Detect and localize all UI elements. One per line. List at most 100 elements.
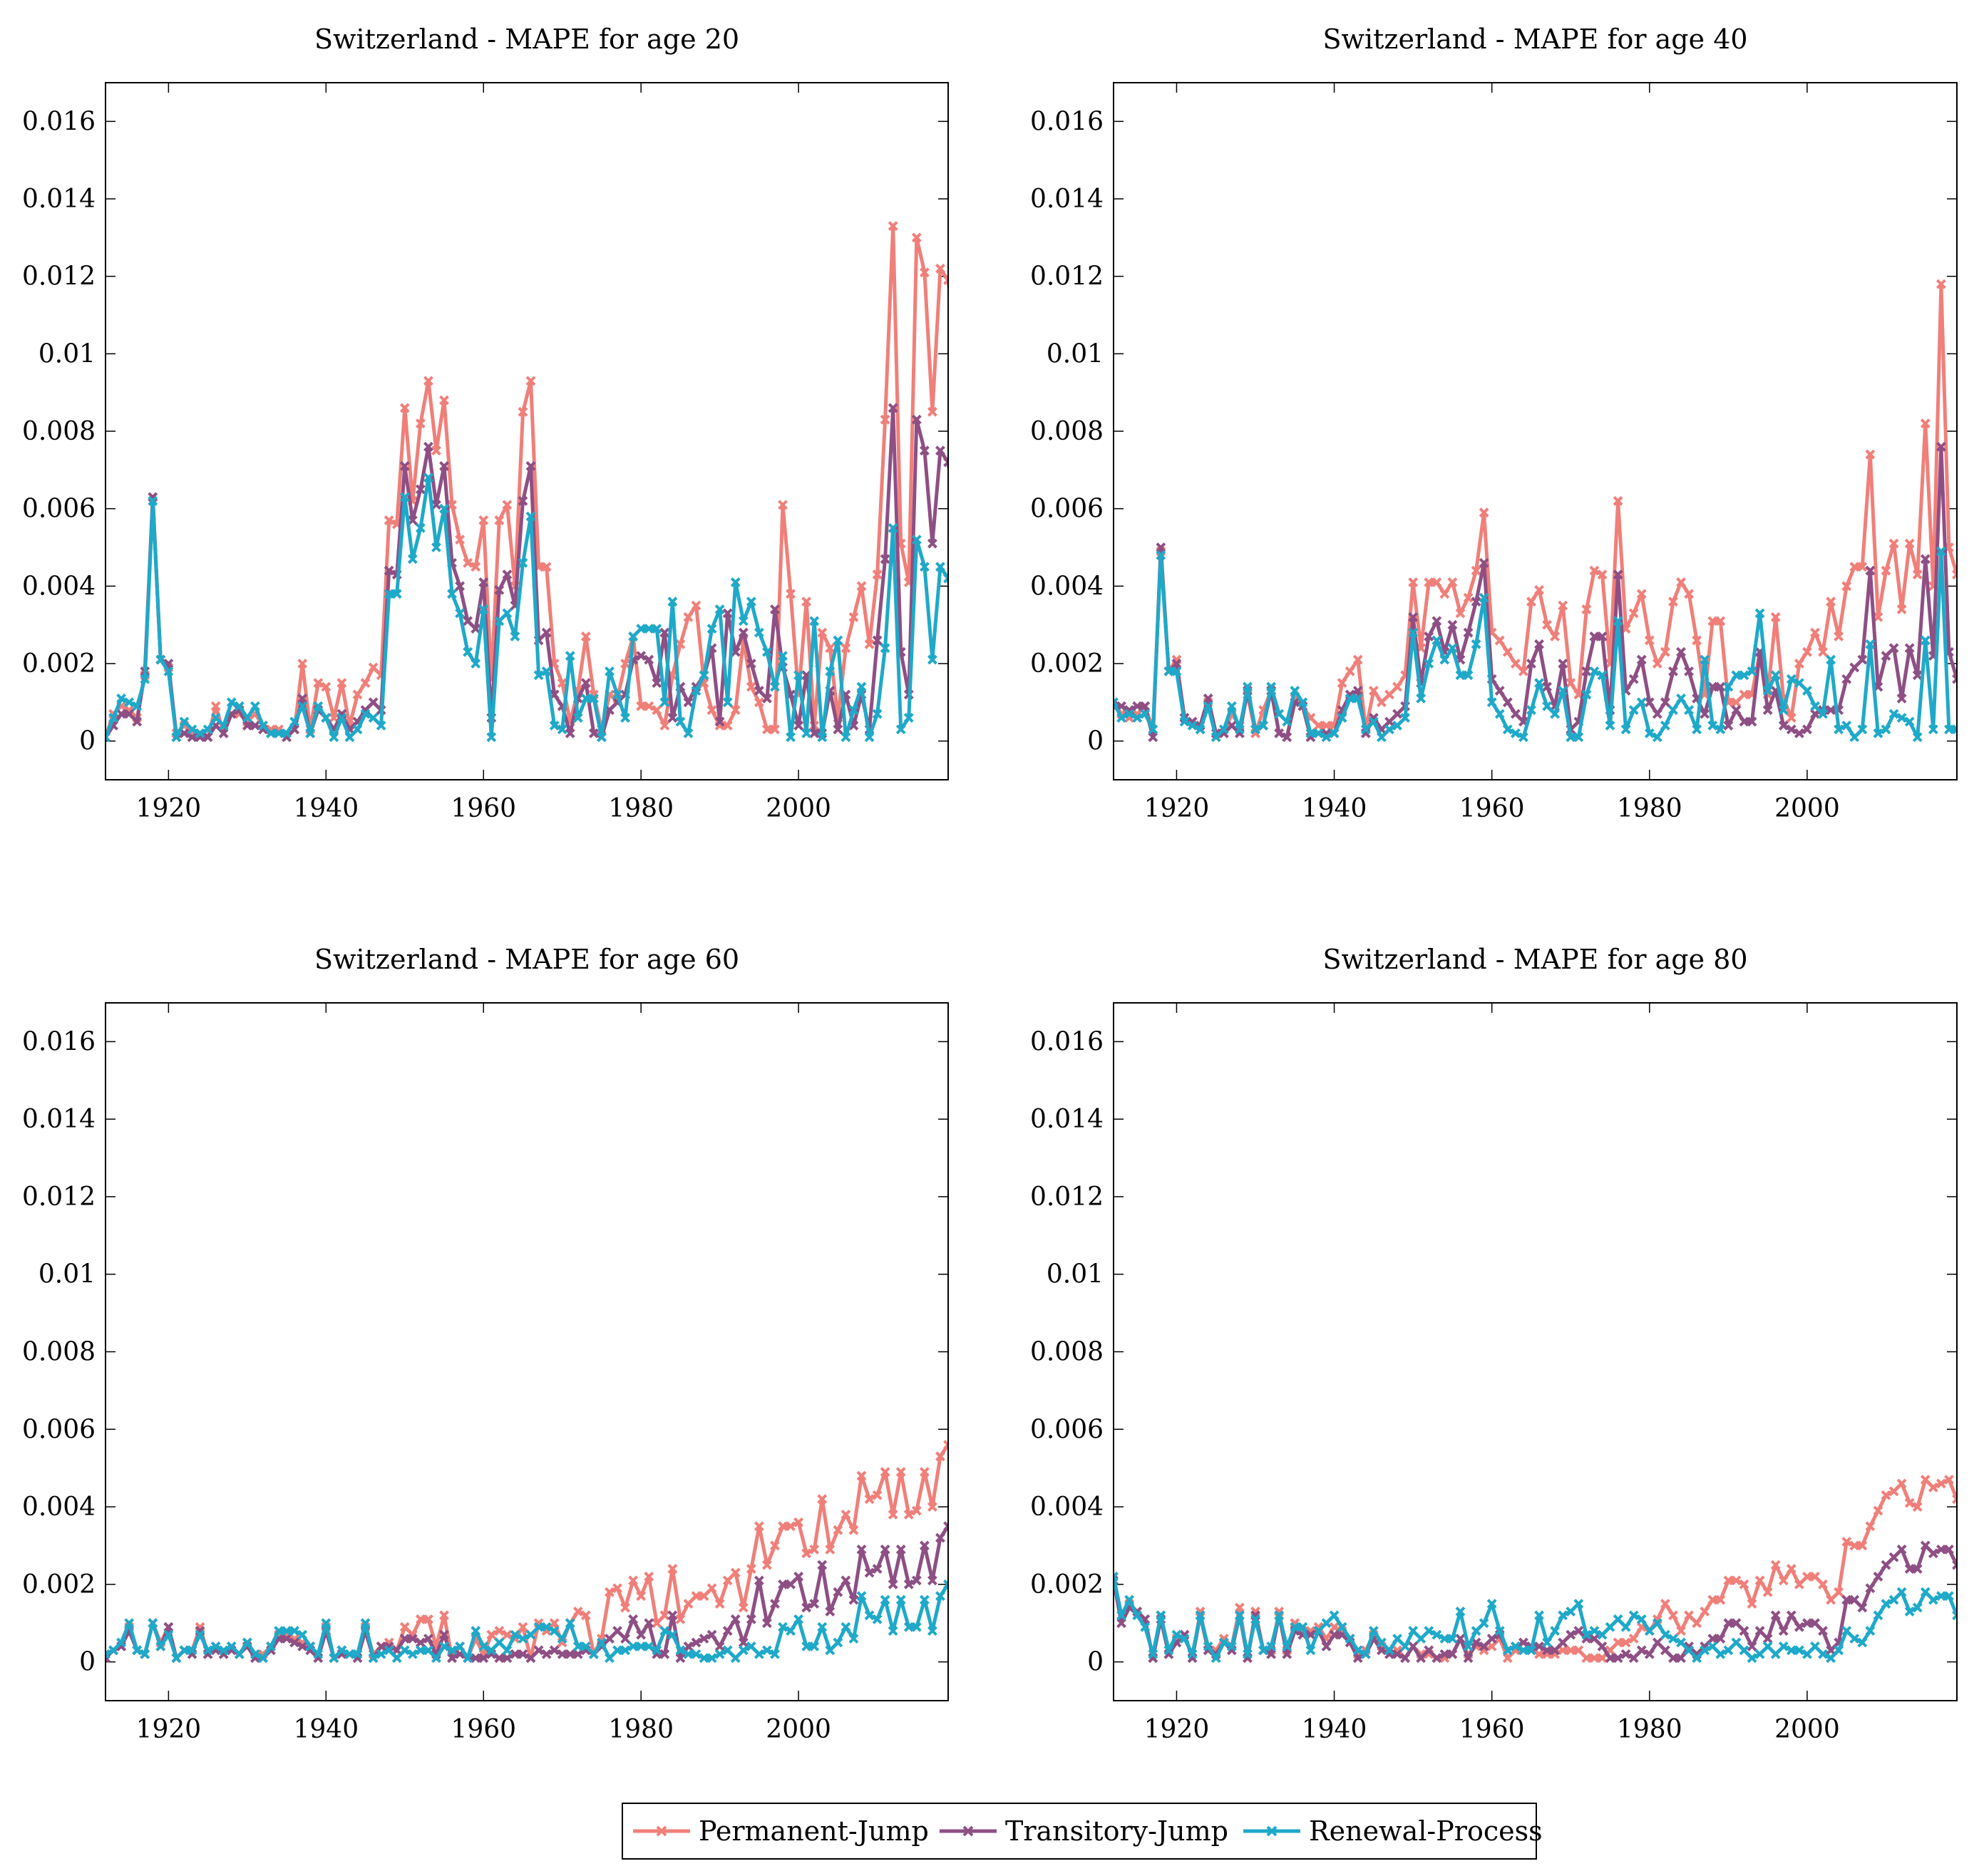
data-point [809,728,820,738]
x-tick-label: 2000 [1774,794,1840,823]
data-point [825,1645,836,1656]
data-point [864,1610,875,1621]
data-point [1305,1645,1316,1656]
data-point [730,577,741,587]
data-point [620,713,630,723]
data-point [1479,557,1489,568]
data-point [1912,732,1923,743]
data-point [415,1637,426,1648]
data-point [234,1649,245,1659]
data-point [368,713,379,723]
y-tick-label: 0.014 [1030,1105,1104,1134]
data-point [1243,681,1253,692]
data-point [557,1634,567,1644]
data-point [1282,716,1292,727]
data-point [565,1618,575,1629]
data-point [1542,1637,1552,1648]
data-point [549,1645,560,1656]
data-point [1841,1594,1852,1605]
data-point [1652,708,1662,719]
data-point [652,678,662,689]
data-point [518,1649,528,1659]
data-point [706,1653,717,1664]
data-point [415,1614,426,1624]
data-point [1865,565,1876,576]
x-tick-label: 1920 [136,1715,202,1744]
data-point [652,624,662,634]
data-point [1439,589,1450,599]
data-point [250,701,260,711]
data-point [313,1649,324,1659]
data-point [722,721,733,731]
data-point [565,651,575,661]
data-point [360,708,371,719]
data-point [336,713,347,723]
data-point [1873,1610,1883,1621]
data-point [722,1575,733,1586]
data-point [1597,1641,1608,1651]
data-point [1581,689,1592,700]
data-point [1203,1641,1213,1651]
data-point [1518,666,1528,676]
data-point [895,1594,906,1605]
data-point [1952,674,1957,684]
data-point [699,1634,709,1644]
data-point [572,1649,583,1659]
data-point [163,1622,174,1632]
data-point [872,1564,883,1574]
data-point [1534,1641,1544,1651]
data-point [919,445,930,456]
data-point [1896,693,1907,704]
data-point [1786,1564,1796,1574]
x-tick-label: 1940 [293,794,359,823]
data-point [1944,1544,1954,1555]
data-point [1550,1626,1561,1637]
data-point [1116,1610,1126,1621]
data-point [1195,724,1206,735]
y-tick-label: 0.004 [22,1493,96,1522]
data-point [376,1649,386,1659]
data-point [148,495,158,506]
data-point [1628,1634,1639,1644]
data-point [431,542,441,552]
data-point [659,1626,670,1637]
legend-marker [656,1825,667,1837]
y-tick-label: 0.016 [22,107,96,136]
data-point [431,500,441,510]
data-point [1928,1482,1938,1493]
data-point [1849,562,1860,572]
y-tick-label: 0.006 [1030,1415,1104,1444]
data-point [1479,507,1489,518]
y-tick-label: 0.008 [22,417,96,446]
data-point [1818,1579,1828,1589]
data-point [644,701,654,711]
data-point [911,414,922,425]
data-point [714,1599,725,1609]
data-point [210,701,221,711]
data-point [605,666,615,676]
data-point [1888,1594,1899,1605]
data-point [124,708,135,719]
data-point [935,1451,945,1462]
data-point [1400,713,1410,723]
data-point [1660,721,1670,731]
data-point [746,1614,756,1624]
data-point [1644,728,1655,738]
legend-label: Transitory-Jump [1005,1815,1228,1847]
data-point [1243,1649,1253,1659]
data-point [218,1645,229,1656]
data-point [1179,1634,1190,1644]
data-point [132,716,143,727]
data-point [1952,1610,1957,1621]
data-point [1424,1626,1434,1637]
data-point [738,627,749,638]
data-point [518,557,528,568]
data-point [1114,1572,1119,1582]
data-point [1502,1645,1513,1656]
data-point [282,1634,292,1644]
data-point [1431,616,1442,627]
data-point [919,1467,930,1478]
data-point [171,732,182,743]
data-point [1920,635,1931,646]
